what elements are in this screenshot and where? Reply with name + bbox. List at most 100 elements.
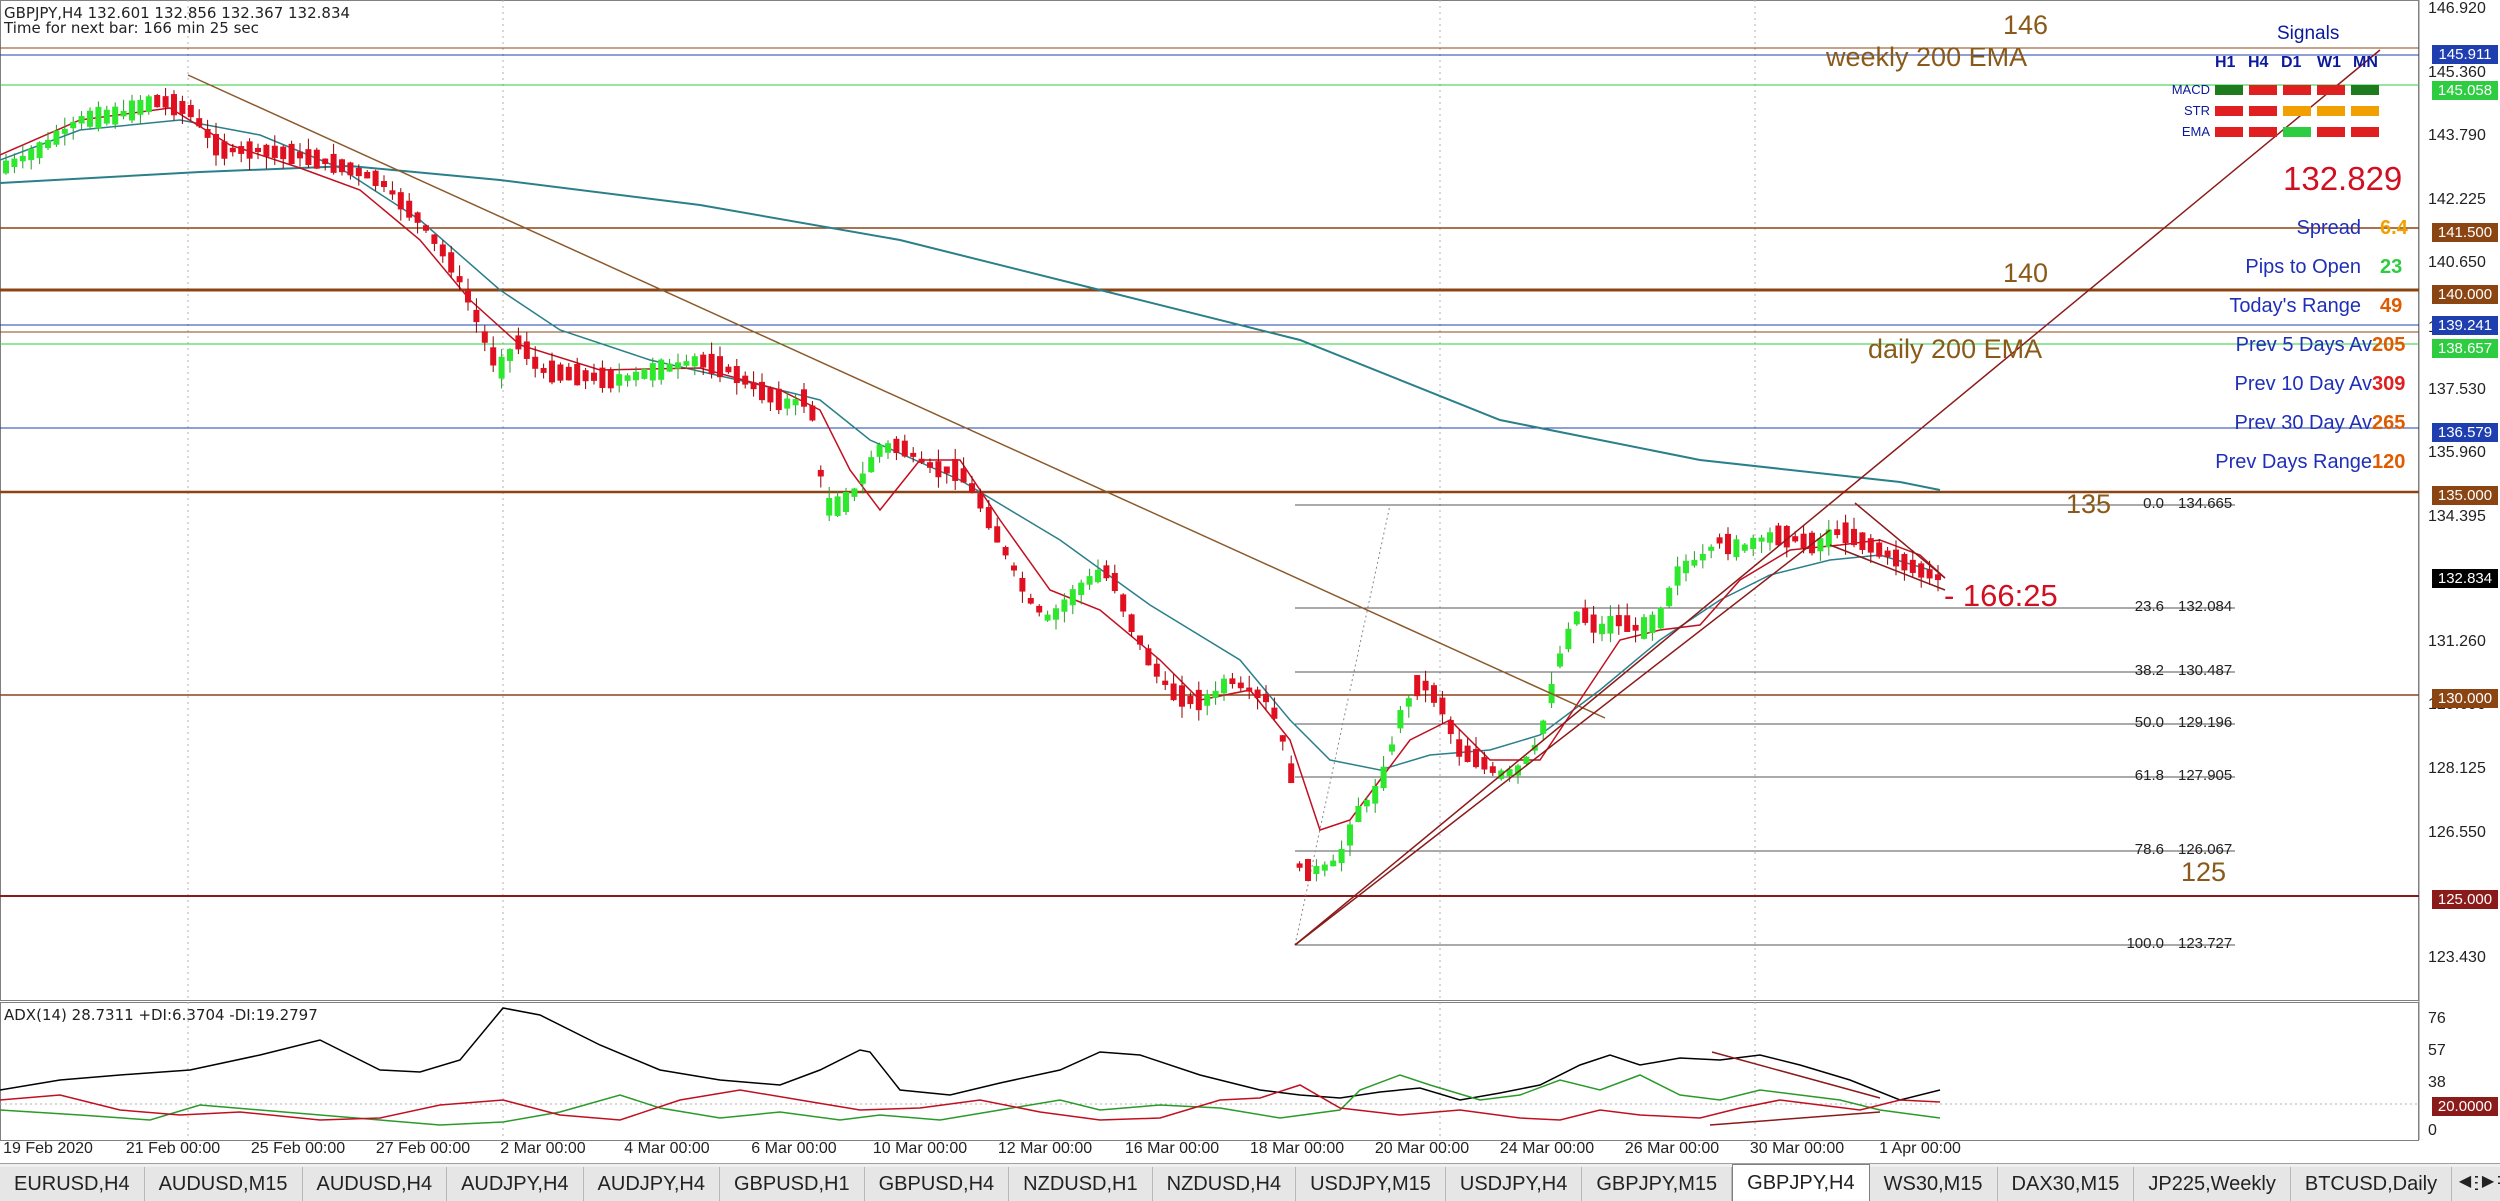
time-axis-label: 6 Mar 00:00	[751, 1140, 837, 1157]
tabs-scroll-left-icon[interactable]: ◀	[2455, 1172, 2475, 1192]
signal-timeframe: W1	[2317, 54, 2341, 71]
candle-body	[456, 276, 463, 283]
chart-tab[interactable]: NZDUSD,H1	[1009, 1167, 1153, 1201]
candle-body	[1044, 614, 1051, 621]
chart-tab[interactable]: GBPJPY,M15	[1582, 1167, 1733, 1201]
price-axis-label: 143.790	[2428, 127, 2486, 144]
candle-body	[1279, 735, 1286, 742]
candle-body	[742, 375, 749, 385]
time-axis-label: 24 Mar 00:00	[1499, 1140, 1595, 1157]
candle-body	[129, 100, 135, 121]
candle-body	[297, 151, 303, 159]
candle-body	[717, 356, 723, 378]
chart-tab[interactable]: AUDJPY,H4	[447, 1167, 584, 1201]
chart-tab[interactable]: AUDUSD,M15	[144, 1167, 303, 1201]
candle-body	[1851, 528, 1857, 546]
chart-tab[interactable]: AUDJPY,H4	[583, 1167, 720, 1201]
chart-tab[interactable]: AUDUSD,H4	[302, 1167, 448, 1201]
adx-scale-label: 76	[2428, 1010, 2446, 1027]
candle-body	[1363, 800, 1370, 807]
candle-body	[1095, 569, 1101, 583]
candle-body	[708, 353, 715, 374]
candle-body	[1321, 864, 1328, 871]
level-125-label: 125	[2181, 857, 2227, 887]
candle-body	[1237, 682, 1244, 689]
candle-body	[1103, 565, 1110, 579]
candle-body	[649, 363, 656, 381]
candle-body	[1683, 560, 1689, 574]
candle-body	[431, 234, 438, 244]
candle-body	[809, 405, 816, 421]
candle-body	[868, 457, 875, 473]
candle-body	[792, 399, 799, 406]
candle-body	[255, 147, 261, 153]
bar-countdown-label: - 166:25	[1944, 578, 2058, 613]
time-axis-label: 2 Mar 00:00	[500, 1140, 586, 1157]
chart-tab[interactable]: JP225,Weekly	[2134, 1167, 2291, 1201]
fib-price: 129.196	[2178, 714, 2233, 731]
price-tag: 136.579	[2432, 423, 2498, 442]
candle-body	[1599, 623, 1605, 635]
info-value: 49	[2380, 295, 2403, 317]
chart-tab[interactable]: DAX30,M15	[1997, 1167, 2135, 1201]
candle-body	[1221, 678, 1227, 694]
candle-body	[61, 128, 68, 134]
candle-body	[607, 369, 614, 389]
candle-body	[515, 335, 522, 350]
candle-body	[1867, 538, 1874, 553]
candle-body	[851, 488, 858, 497]
time-axis-label: 21 Feb 00:00	[125, 1140, 221, 1157]
candle-body	[1515, 765, 1521, 776]
candle-body	[1464, 745, 1471, 762]
fib-ratio: 23.6	[2134, 598, 2164, 615]
candle-body	[985, 507, 992, 529]
chart-tab[interactable]: USDJPY,H4	[1445, 1167, 1583, 1201]
time-axis-label: 4 Mar 00:00	[624, 1140, 710, 1157]
candle-body	[683, 361, 690, 366]
chart-tab[interactable]: GBPUSD,H1	[719, 1167, 865, 1201]
price-axis-label: 128.125	[2428, 760, 2486, 777]
candle-body	[624, 375, 631, 381]
candle-body	[1288, 763, 1295, 784]
candle-body	[364, 171, 371, 179]
price-tag: 145.058	[2432, 81, 2498, 100]
info-value: 120	[2372, 451, 2406, 473]
fib-ratio: 38.2	[2134, 662, 2164, 679]
tabs-scroll-right-icon[interactable]: ▶	[2478, 1172, 2498, 1192]
candle-body	[843, 492, 849, 512]
candle-body	[280, 146, 287, 160]
candle-body	[994, 526, 1001, 543]
chart-tab[interactable]: USDJPY,M15	[1296, 1167, 1446, 1201]
chart-tab[interactable]: GBPUSD,H4	[864, 1167, 1010, 1201]
candle-body	[1783, 525, 1790, 548]
candle-body	[1111, 572, 1118, 592]
candle-body	[1170, 683, 1177, 701]
candle-body	[70, 122, 77, 129]
chart-tab[interactable]: WS30,M15	[1869, 1167, 1998, 1201]
candle-body	[1347, 824, 1353, 846]
candle-body	[347, 162, 354, 176]
candle-body	[1632, 624, 1639, 631]
candle-body	[322, 158, 329, 165]
candle-body	[1825, 529, 1832, 548]
candle-body	[263, 144, 270, 157]
candle-body	[1002, 546, 1009, 556]
chart-tab[interactable]: GBPJPY,H4	[1732, 1164, 1870, 1201]
candle-body	[725, 366, 732, 373]
candle-body	[465, 289, 471, 303]
candle-body	[960, 468, 967, 483]
candle-body	[1414, 675, 1421, 697]
adx-scale-label: 0	[2428, 1122, 2437, 1139]
candle-body	[1607, 616, 1614, 634]
chart-tab[interactable]: BTCUSD,Daily	[2290, 1167, 2453, 1201]
price-chart[interactable]	[0, 0, 2500, 1163]
candle-body	[641, 368, 648, 379]
candle-body	[1733, 539, 1740, 558]
candle-body	[103, 109, 110, 124]
chart-tab[interactable]: EURUSD,H4	[0, 1167, 145, 1201]
candle-body	[910, 452, 917, 457]
chart-tab[interactable]: NZDUSD,H4	[1152, 1167, 1297, 1201]
adx-lines	[0, 1007, 2419, 1126]
signal-cell	[2215, 127, 2243, 137]
candle-body	[801, 389, 807, 407]
